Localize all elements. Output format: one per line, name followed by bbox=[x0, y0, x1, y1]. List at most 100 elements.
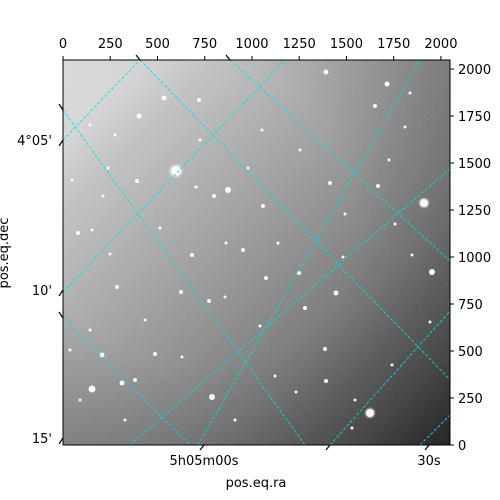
left-tick-mark bbox=[58, 103, 64, 111]
bottom-tick-mark bbox=[199, 444, 205, 451]
star bbox=[390, 363, 394, 367]
star bbox=[194, 185, 198, 189]
left-tick-mark bbox=[58, 139, 64, 147]
right-tick-label: 750 bbox=[458, 298, 483, 313]
star bbox=[429, 269, 435, 275]
star-halo bbox=[169, 164, 183, 178]
left-tick-mark bbox=[58, 437, 64, 445]
left-tick-label: 4°05' bbox=[17, 134, 52, 149]
top-tick-label: 500 bbox=[145, 37, 170, 52]
right-tick-label: 1000 bbox=[458, 251, 491, 266]
left-tick-mark bbox=[58, 311, 64, 319]
star bbox=[384, 81, 390, 87]
right-tick-label: 250 bbox=[458, 392, 483, 407]
star bbox=[410, 253, 414, 257]
right-tick-label: 1500 bbox=[458, 157, 491, 172]
right-tick-label: 1750 bbox=[458, 110, 491, 125]
stars-layer bbox=[68, 69, 435, 430]
top-tick-label: 0 bbox=[59, 37, 67, 52]
star bbox=[76, 231, 80, 235]
star bbox=[113, 133, 117, 137]
star bbox=[350, 426, 354, 430]
star bbox=[276, 241, 280, 245]
star bbox=[261, 204, 265, 208]
star bbox=[88, 123, 92, 127]
star bbox=[136, 113, 142, 119]
x-axis-label: pos.eq.ra bbox=[226, 476, 287, 491]
star bbox=[341, 255, 345, 259]
star bbox=[99, 352, 105, 358]
star bbox=[70, 178, 74, 182]
grid-line bbox=[129, 168, 450, 445]
star bbox=[90, 228, 94, 232]
bottom-tick-mark bbox=[325, 444, 331, 451]
star bbox=[78, 398, 82, 402]
sky-image bbox=[63, 60, 450, 445]
bottom-axis-ticks: 5h05m00s 30s bbox=[169, 444, 441, 469]
left-tick-label: 10' bbox=[32, 284, 52, 299]
star bbox=[323, 69, 329, 75]
star bbox=[393, 222, 397, 226]
star bbox=[366, 409, 374, 417]
star bbox=[119, 380, 125, 386]
top-tick-label: 750 bbox=[192, 37, 217, 52]
star bbox=[387, 158, 391, 162]
star bbox=[209, 394, 215, 400]
top-tick-label: 1750 bbox=[377, 37, 410, 52]
star bbox=[298, 148, 302, 152]
star bbox=[198, 138, 202, 142]
star bbox=[171, 166, 181, 176]
top-axis-ticks: 0 250 500 750 1000 1250 1500 1750 2000 bbox=[59, 37, 457, 61]
star bbox=[328, 181, 332, 185]
star bbox=[353, 398, 357, 402]
star bbox=[123, 418, 127, 422]
grid-line bbox=[139, 60, 450, 381]
star bbox=[101, 194, 105, 198]
grid-line bbox=[329, 310, 450, 445]
star bbox=[376, 184, 380, 188]
star bbox=[115, 285, 119, 289]
grid-line bbox=[63, 60, 141, 141]
star bbox=[143, 318, 147, 322]
top-tick-mark bbox=[225, 54, 231, 61]
star bbox=[403, 125, 407, 129]
star bbox=[323, 347, 327, 351]
star bbox=[179, 290, 183, 294]
star bbox=[197, 98, 201, 102]
star bbox=[241, 248, 245, 252]
grid-line bbox=[229, 60, 450, 262]
star bbox=[373, 104, 377, 108]
star bbox=[135, 179, 139, 183]
right-tick-label: 500 bbox=[458, 345, 483, 360]
left-tick-label: 15' bbox=[32, 432, 52, 447]
top-tick-mark bbox=[135, 54, 141, 61]
right-tick-label: 1250 bbox=[458, 204, 491, 219]
star bbox=[324, 379, 328, 383]
bottom-tick-label: 5h05m00s bbox=[169, 454, 238, 469]
star bbox=[420, 199, 428, 207]
star bbox=[273, 374, 277, 378]
star bbox=[258, 324, 262, 328]
bottom-tick-label: 30s bbox=[417, 454, 441, 469]
right-tick-label: 0 bbox=[458, 439, 466, 454]
bottom-tick-mark bbox=[424, 444, 430, 451]
star bbox=[428, 320, 432, 324]
left-tick-mark bbox=[58, 289, 64, 297]
star bbox=[233, 418, 237, 422]
grid-line bbox=[197, 60, 421, 445]
top-tick-label: 1000 bbox=[235, 37, 268, 52]
star bbox=[133, 378, 137, 382]
star bbox=[408, 91, 412, 95]
top-tick-label: 1500 bbox=[330, 37, 363, 52]
star bbox=[297, 271, 301, 275]
right-tick-label: 2000 bbox=[458, 63, 491, 78]
star bbox=[88, 328, 92, 332]
star bbox=[190, 253, 194, 257]
top-tick-label: 1250 bbox=[283, 37, 316, 52]
star-halo bbox=[418, 197, 430, 209]
star bbox=[106, 166, 110, 170]
star bbox=[246, 166, 250, 170]
star bbox=[343, 212, 347, 216]
star bbox=[108, 252, 112, 256]
star bbox=[68, 348, 72, 352]
